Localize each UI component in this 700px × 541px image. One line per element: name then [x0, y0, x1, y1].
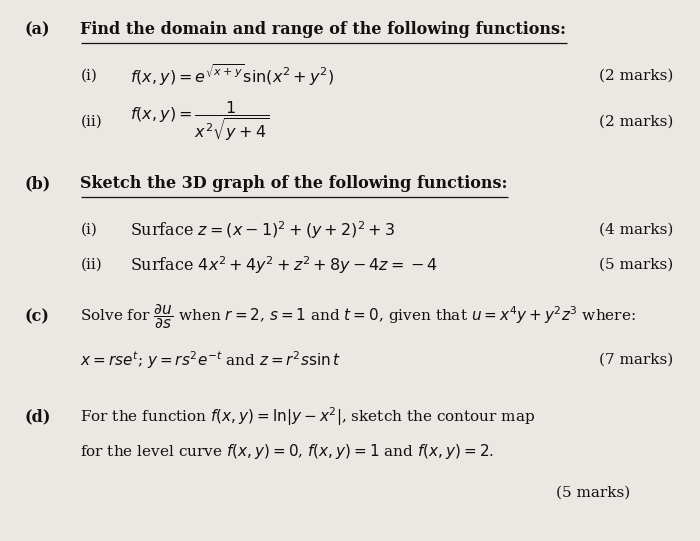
Text: for the level curve $f(x, y)=0$, $f(x, y)=1$ and $f(x, y)=2$.: for the level curve $f(x, y)=0$, $f(x, y…	[80, 442, 495, 461]
Text: (7 marks): (7 marks)	[599, 353, 673, 367]
Text: (c): (c)	[25, 308, 50, 325]
Text: (i): (i)	[80, 223, 97, 237]
Text: (4 marks): (4 marks)	[599, 223, 673, 237]
Text: (2 marks): (2 marks)	[599, 69, 673, 83]
Text: Surface $4x^2+4y^2+z^2+8y-4z=-4$: Surface $4x^2+4y^2+z^2+8y-4z=-4$	[130, 254, 438, 276]
Text: (5 marks): (5 marks)	[556, 485, 630, 499]
Text: (a): (a)	[25, 21, 50, 38]
Text: $f(x, y)=\dfrac{1}{x^2\sqrt{y+4}}$: $f(x, y)=\dfrac{1}{x^2\sqrt{y+4}}$	[130, 100, 269, 144]
Text: Sketch the 3D graph of the following functions:: Sketch the 3D graph of the following fun…	[80, 175, 508, 193]
Text: $f(x, y)= e^{\sqrt{x+y}}\sin(x^2+y^2)$: $f(x, y)= e^{\sqrt{x+y}}\sin(x^2+y^2)$	[130, 63, 334, 88]
Text: (ii): (ii)	[80, 258, 102, 272]
Text: (ii): (ii)	[80, 115, 102, 129]
Text: (5 marks): (5 marks)	[599, 258, 673, 272]
Text: (2 marks): (2 marks)	[599, 115, 673, 129]
Text: (d): (d)	[25, 408, 51, 425]
Text: (i): (i)	[80, 69, 97, 83]
Text: (b): (b)	[25, 175, 50, 193]
Text: Solve for $\dfrac{\partial u}{\partial s}$ when $r=2$, $s=1$ and $t=0$, given th: Solve for $\dfrac{\partial u}{\partial s…	[80, 302, 636, 331]
Text: Find the domain and range of the following functions:: Find the domain and range of the followi…	[80, 21, 566, 38]
Text: $x=rse^t$; $y=rs^2e^{-t}$ and $z=r^2s\sin t$: $x=rse^t$; $y=rs^2e^{-t}$ and $z=r^2s\si…	[80, 349, 342, 371]
Text: Surface $z=(x-1)^2+(y+2)^2+3$: Surface $z=(x-1)^2+(y+2)^2+3$	[130, 219, 395, 241]
Text: For the function $f(x, y)=\ln|y-x^2|$, sketch the contour map: For the function $f(x, y)=\ln|y-x^2|$, s…	[80, 405, 536, 428]
